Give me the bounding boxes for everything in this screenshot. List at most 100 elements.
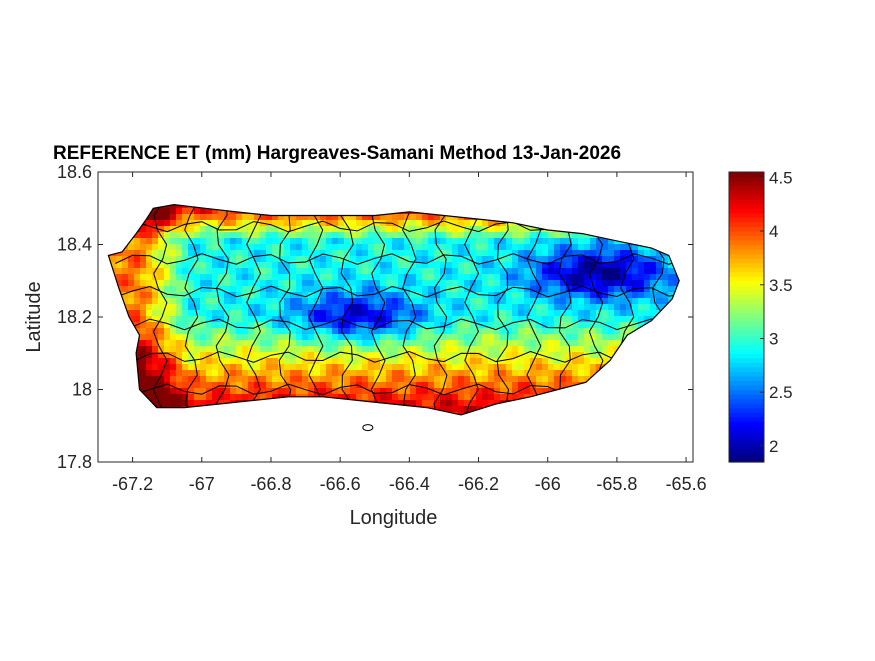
field-cell bbox=[440, 292, 447, 299]
field-cell bbox=[146, 238, 153, 245]
field-cell bbox=[194, 298, 201, 305]
field-cell bbox=[554, 304, 561, 311]
field-cell bbox=[488, 268, 495, 275]
field-cell bbox=[236, 328, 243, 335]
field-cell bbox=[644, 268, 651, 275]
field-cell bbox=[266, 322, 273, 329]
field-cell bbox=[218, 328, 225, 335]
field-cell bbox=[296, 376, 303, 383]
field-cell bbox=[170, 232, 177, 239]
field-cell bbox=[428, 310, 435, 317]
field-cell bbox=[242, 328, 249, 335]
colorbar-segment bbox=[729, 426, 764, 431]
field-cell bbox=[602, 268, 609, 275]
field-cell bbox=[176, 304, 183, 311]
field-cell bbox=[590, 244, 597, 251]
field-cell bbox=[308, 286, 315, 293]
field-cell bbox=[272, 280, 279, 287]
field-cell bbox=[458, 232, 465, 239]
field-cell bbox=[332, 334, 339, 341]
field-cell bbox=[614, 334, 621, 341]
field-cell bbox=[536, 298, 543, 305]
field-cell bbox=[194, 364, 201, 371]
field-cell bbox=[440, 280, 447, 287]
field-cell bbox=[548, 364, 555, 371]
field-cell bbox=[380, 268, 387, 275]
field-cell bbox=[422, 400, 429, 407]
field-cell bbox=[320, 352, 327, 359]
field-cell bbox=[224, 238, 231, 245]
field-cell bbox=[230, 268, 237, 275]
field-cell bbox=[170, 244, 177, 251]
field-cell bbox=[410, 220, 417, 227]
field-cell bbox=[332, 232, 339, 239]
field-cell bbox=[266, 370, 273, 377]
field-cell bbox=[500, 310, 507, 317]
field-cell bbox=[302, 232, 309, 239]
field-cell bbox=[542, 304, 549, 311]
field-cell bbox=[638, 310, 645, 317]
field-cell bbox=[548, 346, 555, 353]
field-cell bbox=[608, 250, 615, 257]
field-cell bbox=[272, 382, 279, 389]
field-cell bbox=[668, 280, 675, 287]
field-cell bbox=[446, 280, 453, 287]
field-cell bbox=[332, 244, 339, 251]
field-cell bbox=[422, 250, 429, 257]
field-cell bbox=[488, 376, 495, 383]
field-cell bbox=[506, 274, 513, 281]
field-cell bbox=[452, 274, 459, 281]
field-cell bbox=[158, 274, 165, 281]
field-cell bbox=[140, 256, 147, 263]
field-cell bbox=[542, 310, 549, 317]
field-cell bbox=[164, 328, 171, 335]
field-cell bbox=[332, 286, 339, 293]
field-cell bbox=[398, 358, 405, 365]
field-cell bbox=[374, 310, 381, 317]
field-cell bbox=[128, 268, 135, 275]
field-cell bbox=[554, 334, 561, 341]
field-cell bbox=[518, 268, 525, 275]
field-cell bbox=[128, 280, 135, 287]
field-cell bbox=[518, 244, 525, 251]
field-cell bbox=[590, 250, 597, 257]
field-cell bbox=[440, 268, 447, 275]
field-cell bbox=[278, 364, 285, 371]
field-cell bbox=[320, 256, 327, 263]
field-cell bbox=[560, 232, 567, 239]
field-cell bbox=[260, 262, 267, 269]
field-cell bbox=[476, 340, 483, 347]
field-cell bbox=[278, 298, 285, 305]
field-cell bbox=[290, 370, 297, 377]
field-cell bbox=[476, 394, 483, 401]
field-cell bbox=[314, 370, 321, 377]
field-cell bbox=[278, 304, 285, 311]
field-cell bbox=[608, 304, 615, 311]
field-cell bbox=[302, 244, 309, 251]
field-cell bbox=[512, 346, 519, 353]
field-cell bbox=[146, 298, 153, 305]
field-cell bbox=[440, 298, 447, 305]
field-cell bbox=[590, 238, 597, 245]
field-cell bbox=[194, 346, 201, 353]
field-cell bbox=[158, 394, 165, 401]
field-cell bbox=[356, 328, 363, 335]
field-cell bbox=[398, 250, 405, 257]
field-cell bbox=[614, 322, 621, 329]
field-cell bbox=[260, 244, 267, 251]
field-cell bbox=[500, 250, 507, 257]
field-cell bbox=[428, 376, 435, 383]
field-cell bbox=[440, 304, 447, 311]
field-cell bbox=[518, 340, 525, 347]
field-cell bbox=[146, 382, 153, 389]
field-cell bbox=[230, 304, 237, 311]
field-cell bbox=[542, 334, 549, 341]
field-cell bbox=[326, 244, 333, 251]
field-cell bbox=[530, 376, 537, 383]
field-cell bbox=[434, 376, 441, 383]
field-cell bbox=[392, 214, 399, 221]
field-cell bbox=[512, 292, 519, 299]
field-cell bbox=[308, 334, 315, 341]
field-cell bbox=[536, 364, 543, 371]
field-cell bbox=[380, 316, 387, 323]
